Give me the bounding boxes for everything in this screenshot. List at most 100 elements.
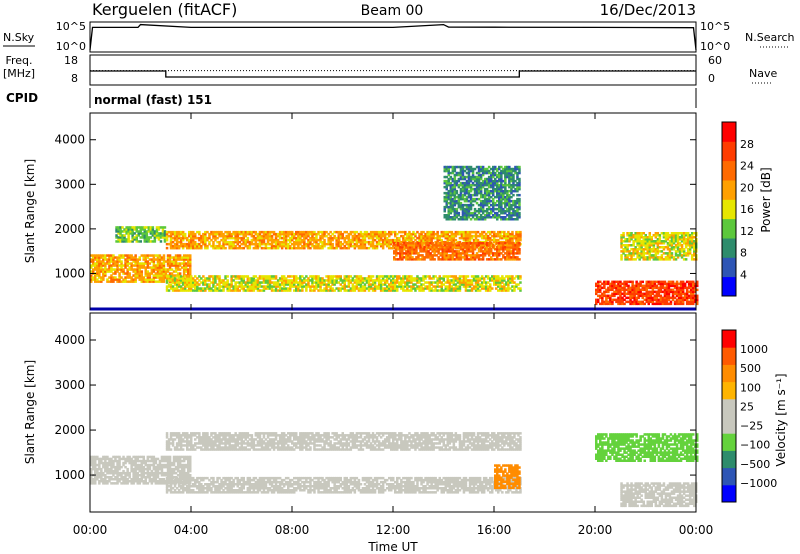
scatter-cell xyxy=(501,285,504,288)
scatter-cell xyxy=(375,277,379,280)
scatter-cell xyxy=(148,272,152,275)
scatter-cell xyxy=(502,167,505,171)
scatter-cell xyxy=(507,281,510,284)
scatter-cell xyxy=(470,281,474,284)
scatter-cell xyxy=(319,285,322,288)
scatter-cell xyxy=(305,234,308,238)
scatter-cell xyxy=(120,254,123,257)
scatter-cell xyxy=(441,254,444,257)
scatter-cell xyxy=(287,279,290,282)
scatter-cell xyxy=(656,238,660,241)
scatter-cell xyxy=(663,282,667,286)
scatter-cell xyxy=(125,230,128,233)
scatter-cell xyxy=(485,179,489,183)
scatter-cell xyxy=(443,165,446,169)
scatter-cell xyxy=(179,232,183,236)
scatter-cell xyxy=(152,280,156,283)
scatter-cell xyxy=(252,281,256,284)
scatter-cell xyxy=(289,236,292,240)
scatter-cell xyxy=(516,175,519,179)
scatter-cell xyxy=(461,214,465,217)
scatter-cell xyxy=(467,191,471,195)
scatter-cell xyxy=(633,296,636,300)
scatter-cell xyxy=(641,300,644,304)
scatter-cell xyxy=(116,262,119,265)
scatter-cell xyxy=(170,264,174,267)
scatter-cell xyxy=(661,282,665,286)
scatter-cell xyxy=(464,238,468,242)
scatter-cell xyxy=(428,277,431,280)
scatter-cell xyxy=(158,272,162,275)
scatter-cell xyxy=(443,258,446,261)
scatter-cell xyxy=(481,218,485,221)
scatter-cell xyxy=(174,262,178,265)
scatter-cell xyxy=(146,278,150,281)
scatter-cell xyxy=(357,244,361,248)
scatter-cell xyxy=(637,282,640,286)
scatter-cell xyxy=(467,250,471,253)
scatter-cell xyxy=(339,283,342,286)
scatter-cell xyxy=(399,246,402,249)
scatter-cell xyxy=(284,232,288,236)
scatter-cell xyxy=(309,275,312,278)
scatter-cell xyxy=(689,292,693,296)
scatter-cell xyxy=(327,281,330,284)
scatter-cell xyxy=(652,258,656,261)
scatter-cell xyxy=(208,285,211,288)
scatter-cell xyxy=(238,236,241,240)
scatter-cell xyxy=(464,279,468,282)
scatter-cell xyxy=(182,260,186,263)
scatter-cell xyxy=(160,262,164,265)
scatter-cell xyxy=(98,274,101,277)
scatter-cell xyxy=(636,234,639,237)
scatter-cell xyxy=(493,279,496,282)
scatter-cell xyxy=(373,289,377,292)
scatter-cell xyxy=(184,258,188,261)
scatter-cell xyxy=(274,242,278,246)
scatter-cell xyxy=(349,240,353,244)
scatter-cell xyxy=(242,285,245,288)
scatter-cell xyxy=(445,250,448,253)
scatter-cell xyxy=(194,285,197,288)
scatter-cell xyxy=(499,277,502,280)
scatter-cell xyxy=(329,242,332,246)
scatter-cell xyxy=(357,236,361,240)
scatter-cell xyxy=(657,290,661,294)
scatter-cell xyxy=(313,244,316,248)
scatter-cell xyxy=(276,234,280,238)
scatter-cell xyxy=(128,256,131,259)
scatter-cell xyxy=(478,279,482,282)
scatter-cell xyxy=(654,240,658,243)
scatter-cell xyxy=(187,262,190,265)
scatter-cell xyxy=(471,181,475,185)
scatter-cell xyxy=(152,256,156,259)
scatter-cell xyxy=(605,294,608,298)
scatter-cell xyxy=(317,289,320,292)
scatter-cell xyxy=(469,169,473,173)
scatter-cell xyxy=(644,240,647,243)
scatter-cell xyxy=(473,254,477,257)
scatter-cell xyxy=(459,197,463,201)
scatter-cell xyxy=(480,232,484,236)
scatter-cell xyxy=(485,201,489,205)
scatter-cell xyxy=(461,193,465,197)
scatter-cell xyxy=(654,256,658,259)
scatter-cell xyxy=(492,252,495,255)
scatter-cell xyxy=(341,234,344,238)
scatter-cell xyxy=(355,238,359,242)
scatter-cell xyxy=(343,238,346,242)
scatter-cell xyxy=(473,199,477,203)
scatter-cell xyxy=(418,234,421,238)
scatter-cell xyxy=(319,230,322,234)
scatter-cell xyxy=(638,240,641,243)
scatter-cell xyxy=(512,199,515,203)
scatter-cell xyxy=(661,296,665,300)
scatter-cell xyxy=(481,252,485,255)
scatter-cell xyxy=(341,242,344,246)
scatter-cell xyxy=(379,238,383,242)
scatter-cell xyxy=(355,283,359,286)
scatter-cell xyxy=(595,302,598,306)
scatter-cell xyxy=(431,250,434,253)
scatter-cell xyxy=(696,280,699,284)
scatter-cell xyxy=(359,232,363,236)
